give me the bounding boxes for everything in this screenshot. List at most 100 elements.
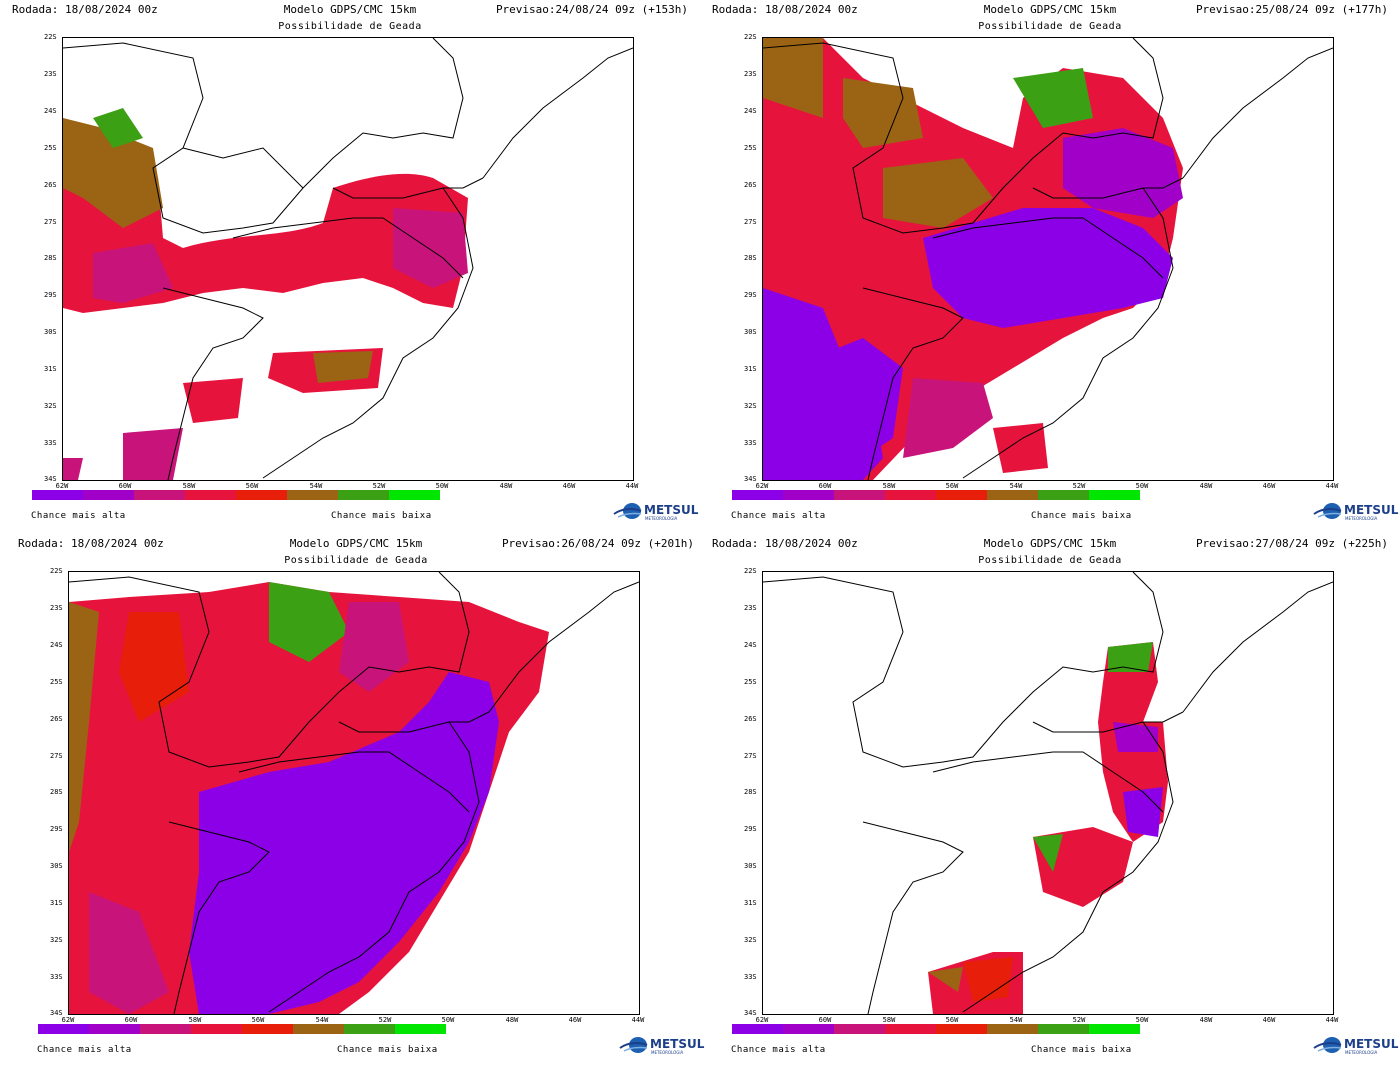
- lat-tick: 31S: [50, 899, 63, 907]
- lat-tick: 33S: [744, 973, 757, 981]
- color-scale: [38, 1024, 446, 1034]
- border-lines: [763, 572, 1333, 1014]
- lon-tick: 52W: [372, 482, 386, 490]
- forecast-label: Previsao:25/08/24 09z (+177h): [1195, 3, 1388, 16]
- lat-tick: 32S: [50, 936, 63, 944]
- legend-high-label: Chance mais alta: [37, 1045, 132, 1055]
- lon-tick: 62W: [755, 482, 769, 490]
- logo-tagline: METEOROLOGIA: [1345, 1050, 1378, 1055]
- lat-tick: 28S: [50, 788, 63, 796]
- lon-tick: 46W: [568, 1016, 582, 1024]
- lon-tick: 60W: [818, 482, 832, 490]
- lat-tick: 23S: [44, 70, 57, 78]
- lat-tick: 27S: [44, 218, 57, 226]
- lat-tick: 27S: [744, 752, 757, 760]
- legend-high-label: Chance mais alta: [31, 511, 126, 521]
- scale-swatch: [987, 1024, 1038, 1034]
- lon-tick: 56W: [251, 1016, 265, 1024]
- scale-swatch: [185, 490, 236, 500]
- lat-tick: 26S: [744, 715, 757, 723]
- frost-map: [762, 37, 1334, 481]
- lat-tick: 34S: [744, 1009, 757, 1017]
- lon-tick: 56W: [945, 482, 959, 490]
- scale-swatch: [236, 490, 287, 500]
- lon-tick: 56W: [945, 1016, 959, 1024]
- lon-tick: 56W: [245, 482, 259, 490]
- scale-swatch: [1089, 490, 1140, 500]
- model-label: Modelo GDPS/CMC 15km: [289, 537, 423, 550]
- scale-swatch: [89, 1024, 140, 1034]
- lon-tick: 46W: [562, 482, 576, 490]
- lat-tick: 31S: [744, 365, 757, 373]
- lat-tick: 23S: [50, 604, 63, 612]
- lon-tick: 58W: [882, 482, 896, 490]
- lat-tick: 31S: [44, 365, 57, 373]
- scale-swatch: [783, 490, 834, 500]
- metsul-logo: METSUL METEOROLOGIA: [618, 1034, 704, 1056]
- lat-tick: 26S: [50, 715, 63, 723]
- scale-swatch: [395, 1024, 446, 1034]
- lon-tick: 48W: [499, 482, 513, 490]
- scale-swatch: [140, 1024, 191, 1034]
- forecast-panel-4: Rodada: 18/08/2024 00z Modelo GDPS/CMC 1…: [700, 534, 1400, 1065]
- lat-tick: 29S: [744, 825, 757, 833]
- frost-map: [762, 571, 1334, 1015]
- scale-swatch: [242, 1024, 293, 1034]
- logo-name: METSUL: [650, 1037, 705, 1051]
- lon-tick: 44W: [631, 1016, 645, 1024]
- scale-swatch: [834, 490, 885, 500]
- run-label: Rodada: 18/08/2024 00z: [712, 537, 858, 550]
- scale-swatch: [389, 490, 440, 500]
- lon-tick: 48W: [505, 1016, 519, 1024]
- map-subtitle: Possibilidade de Geada: [978, 555, 1122, 566]
- scale-swatch: [32, 490, 83, 500]
- lat-tick: 22S: [744, 567, 757, 575]
- legend-high-label: Chance mais alta: [731, 1045, 826, 1055]
- scale-swatch: [834, 1024, 885, 1034]
- legend-low-label: Chance mais baixa: [337, 1045, 438, 1055]
- model-label: Modelo GDPS/CMC 15km: [283, 3, 417, 16]
- lat-tick: 32S: [44, 402, 57, 410]
- lat-tick: 22S: [44, 33, 57, 41]
- logo-name: METSUL: [644, 503, 699, 517]
- lat-tick: 24S: [44, 107, 57, 115]
- forecast-panel-1: Rodada: 18/08/2024 00z Modelo GDPS/CMC 1…: [0, 0, 700, 531]
- lat-tick: 34S: [50, 1009, 63, 1017]
- lat-tick: 22S: [50, 567, 63, 575]
- logo-tagline: METEOROLOGIA: [645, 516, 678, 521]
- lat-tick: 26S: [744, 181, 757, 189]
- lon-tick: 62W: [61, 1016, 75, 1024]
- lat-tick: 28S: [744, 254, 757, 262]
- globe-icon: [613, 503, 642, 519]
- map-subtitle: Possibilidade de Geada: [278, 21, 422, 32]
- lat-tick: 29S: [744, 291, 757, 299]
- lon-tick: 48W: [1199, 482, 1213, 490]
- scale-swatch: [338, 490, 389, 500]
- forecast-label: Previsao:24/08/24 09z (+153h): [495, 3, 688, 16]
- scale-swatch: [1038, 490, 1089, 500]
- lat-tick: 34S: [44, 475, 57, 483]
- lon-tick: 60W: [818, 1016, 832, 1024]
- lon-tick: 58W: [182, 482, 196, 490]
- color-scale: [732, 1024, 1140, 1034]
- lat-tick: 30S: [744, 328, 757, 336]
- lat-tick: 33S: [44, 439, 57, 447]
- lon-tick: 48W: [1199, 1016, 1213, 1024]
- lon-tick: 60W: [124, 1016, 138, 1024]
- frost-field: [928, 642, 1168, 1014]
- map-subtitle: Possibilidade de Geada: [284, 555, 428, 566]
- lat-tick: 28S: [44, 254, 57, 262]
- metsul-logo: METSUL METEOROLOGIA: [1312, 500, 1398, 522]
- run-label: Rodada: 18/08/2024 00z: [18, 537, 164, 550]
- lon-tick: 52W: [378, 1016, 392, 1024]
- lat-tick: 23S: [744, 604, 757, 612]
- lat-tick: 33S: [744, 439, 757, 447]
- lon-tick: 54W: [1009, 1016, 1023, 1024]
- lon-tick: 54W: [315, 1016, 329, 1024]
- scale-swatch: [885, 1024, 936, 1034]
- logo-tagline: METEOROLOGIA: [1345, 516, 1378, 521]
- lat-tick: 25S: [744, 144, 757, 152]
- color-scale: [32, 490, 440, 500]
- lat-tick: 33S: [50, 973, 63, 981]
- lon-tick: 44W: [1325, 1016, 1339, 1024]
